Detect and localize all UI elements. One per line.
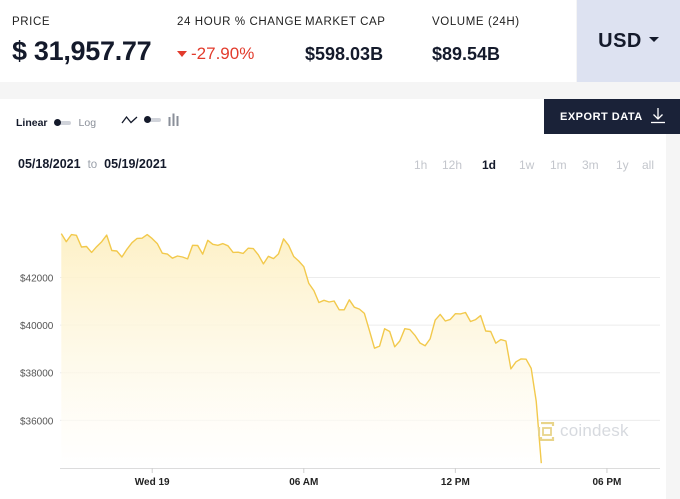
- scale-switch-knob: [53, 119, 61, 126]
- export-data-label: EXPORT DATA: [560, 110, 643, 123]
- change-label: 24 HOUR % CHANGE: [177, 16, 303, 28]
- range-1w[interactable]: 1w: [519, 158, 535, 172]
- x-tick-label: 06 PM: [592, 477, 621, 488]
- scale-linear-label[interactable]: Linear: [16, 117, 48, 129]
- down-triangle-icon: [177, 50, 187, 57]
- market-cap-label: MARKET CAP: [305, 16, 386, 28]
- watermark-text: coindesk: [560, 421, 629, 440]
- range-12h[interactable]: 12h: [442, 158, 463, 172]
- price-label: PRICE: [12, 16, 51, 28]
- date-from[interactable]: 05/18/2021: [18, 157, 81, 171]
- date-range: 05/18/2021 to 05/19/2021: [18, 157, 167, 171]
- range-3m[interactable]: 3m: [582, 158, 599, 172]
- volume-value: $89.54B: [432, 44, 501, 64]
- y-tick-label: $38000: [20, 369, 54, 380]
- change-value: -27.90%: [191, 44, 255, 63]
- currency-select[interactable]: USD: [577, 0, 680, 82]
- export-data-button[interactable]: EXPORT DATA: [544, 99, 680, 134]
- volume-label: VOLUME (24H): [432, 16, 520, 28]
- y-axis: $42000 $40000 $38000 $36000: [20, 273, 54, 427]
- market-cap-value: $598.03B: [305, 44, 384, 64]
- chart-panel: Linear Log EXPORT DATA 05/18/2021 to 05/…: [0, 99, 680, 499]
- price-chart: $42000 $40000 $38000 $36000 Wed 19 06 AM 12 P…: [20, 233, 660, 488]
- download-icon: [650, 107, 666, 129]
- price-value: $ 31,957.77: [12, 36, 152, 66]
- range-1y[interactable]: 1y: [616, 158, 629, 172]
- coindesk-logo-icon: [538, 421, 555, 441]
- scale-switch[interactable]: [53, 119, 71, 126]
- range-1d[interactable]: 1d: [482, 158, 497, 172]
- change-value-wrap: -27.90%: [177, 44, 254, 64]
- candlestick-chart-icon[interactable]: [168, 113, 179, 127]
- date-to[interactable]: 05/19/2021: [104, 157, 167, 171]
- x-tick-label: 12 PM: [441, 477, 470, 488]
- coindesk-watermark: coindesk: [538, 421, 629, 441]
- chart-type-switch-knob: [144, 116, 151, 123]
- range-1m[interactable]: 1m: [550, 158, 567, 172]
- scale-toggle: Linear Log: [16, 117, 96, 129]
- x-tick-label: Wed 19: [135, 477, 170, 488]
- price-line: [60, 233, 542, 464]
- x-tick-label: 06 AM: [289, 477, 318, 488]
- chart-type-toggle: [121, 113, 179, 127]
- scale-log-label[interactable]: Log: [78, 117, 97, 129]
- date-separator: to: [87, 159, 98, 171]
- stats-header: PRICE $ 31,957.77 24 HOUR % CHANGE -27.9…: [0, 0, 576, 82]
- x-axis: Wed 19 06 AM 12 PM 06 PM: [60, 468, 660, 488]
- price-area: [61, 233, 542, 468]
- caret-down-icon: [648, 37, 659, 42]
- y-tick-label: $42000: [20, 273, 54, 284]
- range-1h[interactable]: 1h: [414, 158, 428, 172]
- time-range-selector: 1h 12h 1d 1w 1m 3m 1y all: [405, 158, 660, 174]
- currency-label: USD: [598, 29, 642, 52]
- y-tick-label: $40000: [20, 321, 54, 332]
- range-all[interactable]: all: [642, 158, 655, 172]
- y-tick-label: $36000: [20, 416, 54, 427]
- chart-type-switch[interactable]: [144, 116, 161, 123]
- line-chart-icon[interactable]: [121, 114, 138, 126]
